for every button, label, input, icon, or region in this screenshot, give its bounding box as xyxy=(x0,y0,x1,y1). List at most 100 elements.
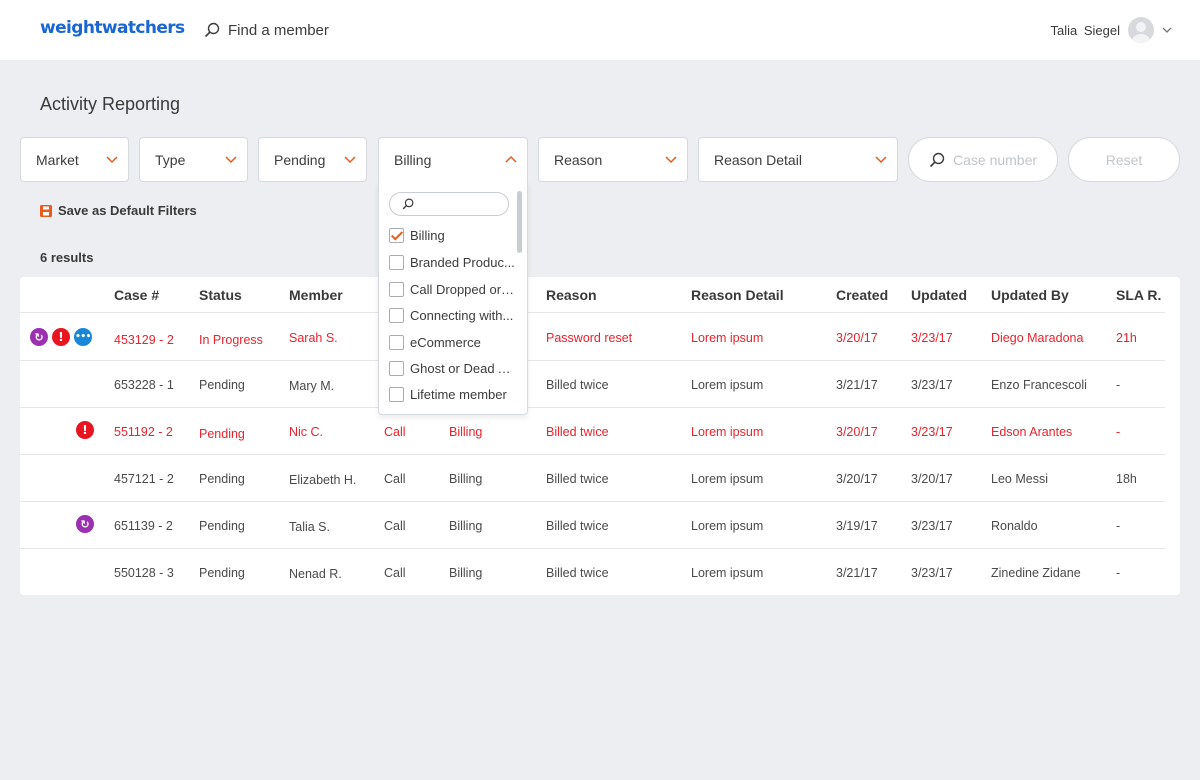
save-default-filters-button[interactable]: Save as Default Filters xyxy=(40,203,197,218)
filter-billing[interactable]: Billing xyxy=(378,137,528,182)
cell-sla: - xyxy=(1116,519,1121,533)
header-case[interactable]: Case # xyxy=(114,287,160,303)
chevron-down-icon xyxy=(665,156,677,164)
table-row[interactable]: 550128 - 3 Pending Nenad R. Call Billing… xyxy=(20,548,1165,595)
filter-reason-detail[interactable]: Reason Detail xyxy=(698,137,898,182)
dropdown-option[interactable]: Billing xyxy=(389,225,515,245)
dropdown-option[interactable]: Lifetime member xyxy=(389,384,515,404)
cell-case: 453129 - 2 xyxy=(114,333,174,347)
dropdown-search-input[interactable] xyxy=(418,197,498,211)
dropdown-option-label: Ghost or Dead A... xyxy=(410,360,515,376)
cell-case: 551192 - 2 xyxy=(114,425,173,439)
chevron-down-icon xyxy=(875,156,887,164)
dropdown-scrollbar[interactable] xyxy=(517,191,522,253)
cell-status: Pending xyxy=(199,566,245,580)
header-sla[interactable]: SLA R. xyxy=(1116,287,1162,303)
header-created[interactable]: Created xyxy=(836,287,889,303)
cell-updated: 3/23/17 xyxy=(911,425,953,439)
checkbox[interactable] xyxy=(389,307,404,323)
table-row[interactable]: ↻ 651139 - 2 Pending Talia S. Call Billi… xyxy=(20,501,1165,548)
cell-updated-by: Zinedine Zidane xyxy=(991,566,1081,580)
more-icon[interactable]: ••• xyxy=(74,328,92,346)
dropdown-option[interactable]: Branded Produc... xyxy=(389,252,515,272)
cell-status: Pending xyxy=(199,519,245,533)
table-row[interactable]: ! 551192 - 2 Pending Nic C. Call Billing… xyxy=(20,407,1165,454)
cell-created: 3/21/17 xyxy=(836,378,878,392)
cell-created: 3/20/17 xyxy=(836,331,878,345)
header-member[interactable]: Member xyxy=(289,287,343,303)
checkbox[interactable] xyxy=(389,334,404,350)
checkbox[interactable] xyxy=(389,254,404,270)
cell-reason-detail: Lorem ipsum xyxy=(691,378,764,392)
row-indicators: ↻ ! ••• xyxy=(30,328,92,346)
reset-button[interactable]: Reset xyxy=(1068,137,1180,182)
dropdown-option[interactable]: Connecting with... xyxy=(389,305,515,325)
cell-reason: Password reset xyxy=(546,331,633,345)
cell-member: Nic C. xyxy=(289,425,324,439)
cell-type: Billing xyxy=(449,472,483,486)
chevron-down-icon xyxy=(225,156,237,164)
cell-created: 3/21/17 xyxy=(836,566,878,580)
table-row[interactable]: 457121 - 2 Pending Elizabeth H. Call Bil… xyxy=(20,454,1165,501)
chevron-down-icon xyxy=(1162,27,1172,33)
cell-reason-detail: Lorem ipsum xyxy=(691,566,764,580)
logo[interactable]: weightwatchers xyxy=(40,18,185,38)
cell-sla: 18h xyxy=(1116,472,1137,486)
filter-pending[interactable]: Pending xyxy=(258,137,367,182)
cell-case: 653228 - 1 xyxy=(114,378,174,392)
checkbox[interactable] xyxy=(389,360,404,376)
cell-member: Mary M. xyxy=(289,379,335,393)
alert-icon: ! xyxy=(52,328,70,346)
checkbox[interactable] xyxy=(389,281,404,297)
user-menu[interactable]: Talia Siegel xyxy=(1051,15,1173,45)
cell-reason: Billed twice xyxy=(546,378,609,392)
filter-market-label: Market xyxy=(36,151,79,168)
row-indicators: ! xyxy=(76,421,94,439)
table-row[interactable]: 653228 - 1 Pending Mary M. Billed twice … xyxy=(20,360,1165,407)
header-updated-by[interactable]: Updated By xyxy=(991,287,1069,303)
cell-status: Pending xyxy=(199,472,245,486)
sync-icon: ↻ xyxy=(30,328,48,346)
row-indicators: ↻ xyxy=(76,515,94,533)
dropdown-search[interactable] xyxy=(389,192,509,216)
search-icon xyxy=(402,198,414,210)
member-search[interactable]: Find a member xyxy=(204,19,329,41)
cell-reason-detail: Lorem ipsum xyxy=(691,331,764,345)
case-number-input[interactable] xyxy=(953,151,1053,168)
header-reason[interactable]: Reason xyxy=(546,287,597,303)
dropdown-option-label: Branded Produc... xyxy=(410,254,515,270)
dropdown-option[interactable]: Ghost or Dead A... xyxy=(389,358,515,378)
cell-updated-by: Enzo Francescoli xyxy=(991,378,1087,392)
cell-reason-detail: Lorem ipsum xyxy=(691,519,764,533)
cell-type: Billing xyxy=(449,519,483,533)
cell-created: 3/20/17 xyxy=(836,472,878,486)
filter-type[interactable]: Type xyxy=(139,137,248,182)
dropdown-option[interactable]: eCommerce xyxy=(389,332,515,352)
case-number-search[interactable] xyxy=(908,137,1058,182)
filter-reason-label: Reason xyxy=(554,151,603,168)
member-search-placeholder[interactable]: Find a member xyxy=(228,21,329,39)
dropdown-option[interactable]: Call Dropped or ... xyxy=(389,279,515,299)
dropdown-option-label: Call Dropped or ... xyxy=(410,281,515,297)
filter-market[interactable]: Market xyxy=(20,137,129,182)
cell-reason: Billed twice xyxy=(546,425,609,439)
cell-member: Talia S. xyxy=(289,520,330,534)
cell-member: Sarah S. xyxy=(289,331,338,345)
cell-updated: 3/23/17 xyxy=(911,519,953,533)
checkbox[interactable] xyxy=(389,386,404,402)
dropdown-option-label: Lifetime member xyxy=(410,386,507,402)
results-count: 6 results xyxy=(40,250,94,265)
save-icon xyxy=(40,204,52,217)
header-reason-detail[interactable]: Reason Detail xyxy=(691,287,784,303)
filter-billing-label: Billing xyxy=(394,151,432,168)
header-updated[interactable]: Updated xyxy=(911,287,967,303)
filter-type-label: Type xyxy=(155,151,186,168)
dropdown-option-label: eCommerce xyxy=(410,334,481,350)
checkbox-checked[interactable] xyxy=(389,227,404,243)
cell-sla: - xyxy=(1116,425,1121,439)
filter-reason[interactable]: Reason xyxy=(538,137,688,182)
header-status[interactable]: Status xyxy=(199,287,242,303)
chevron-up-icon xyxy=(505,155,517,163)
user-name: Talia Siegel xyxy=(1050,22,1121,38)
table-row[interactable]: ↻ ! ••• 453129 - 2 In Progress Sarah S. … xyxy=(20,312,1165,359)
